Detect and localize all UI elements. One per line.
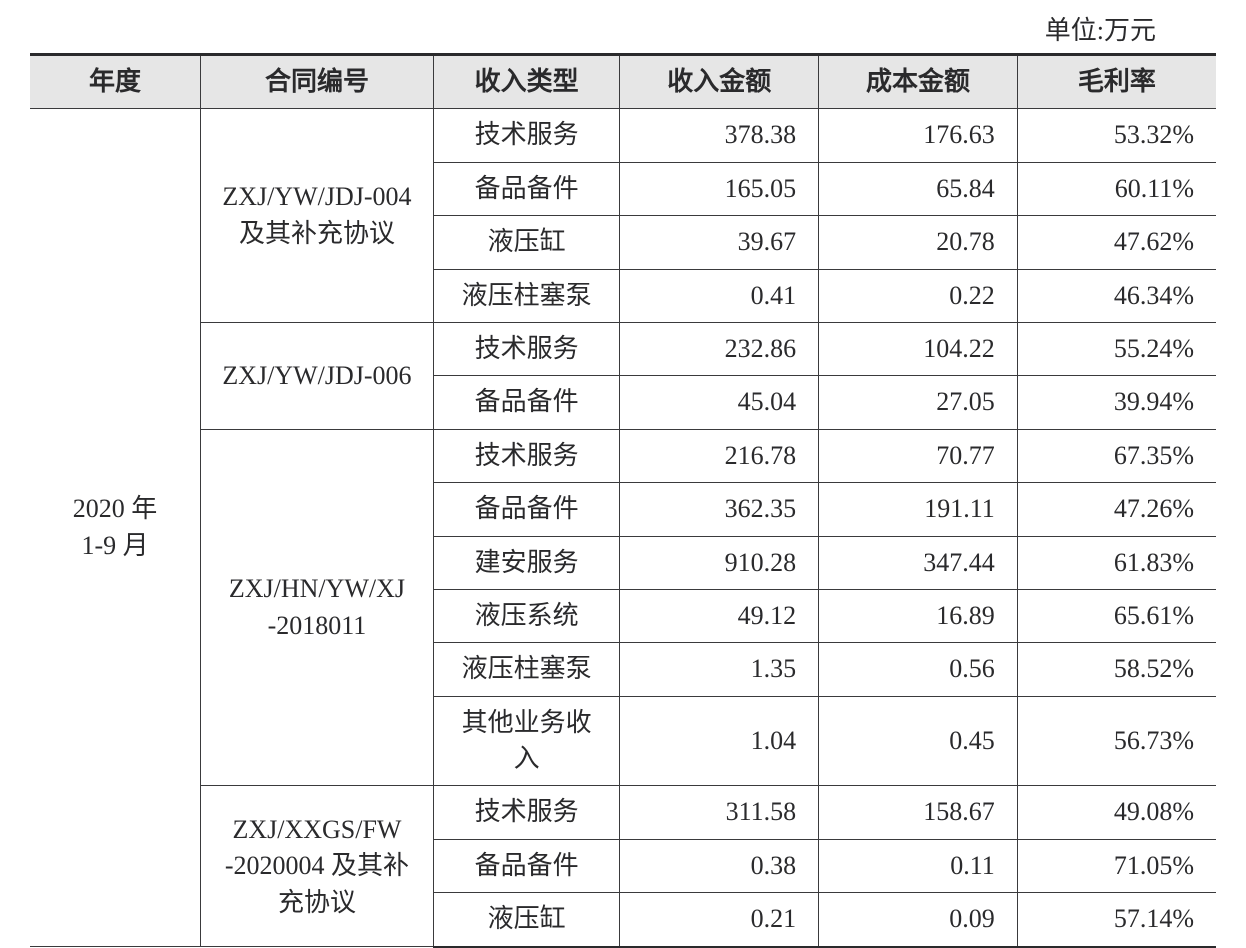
- cost-cell: 191.11: [819, 483, 1018, 536]
- contract-cell: ZXJ/HN/YW/XJ-2018011: [201, 429, 434, 786]
- col-header-cost: 成本金额: [819, 55, 1018, 109]
- col-header-year: 年度: [30, 55, 201, 109]
- table-row: 2020 年1-9 月ZXJ/YW/JDJ-004及其补充协议技术服务378.3…: [30, 109, 1216, 162]
- rev-type-cell: 其他业务收入: [433, 696, 620, 786]
- revenue-cell: 39.67: [620, 216, 819, 269]
- revenue-cell: 0.41: [620, 269, 819, 322]
- cost-cell: 0.56: [819, 643, 1018, 696]
- cost-cell: 20.78: [819, 216, 1018, 269]
- margin-cell: 57.14%: [1017, 893, 1216, 947]
- rev-type-cell: 液压柱塞泵: [433, 269, 620, 322]
- margin-cell: 39.94%: [1017, 376, 1216, 429]
- margin-cell: 46.34%: [1017, 269, 1216, 322]
- cost-cell: 0.09: [819, 893, 1018, 947]
- rev-type-cell: 备品备件: [433, 162, 620, 215]
- table-header-row: 年度 合同编号 收入类型 收入金额 成本金额 毛利率: [30, 55, 1216, 109]
- table-row: ZXJ/YW/JDJ-006技术服务232.86104.2255.24%: [30, 322, 1216, 375]
- table-body: 2020 年1-9 月ZXJ/YW/JDJ-004及其补充协议技术服务378.3…: [30, 109, 1216, 947]
- revenue-cell: 0.21: [620, 893, 819, 947]
- col-header-type: 收入类型: [433, 55, 620, 109]
- revenue-cell: 232.86: [620, 322, 819, 375]
- cost-cell: 70.77: [819, 429, 1018, 482]
- table-row: ZXJ/XXGS/FW-2020004 及其补充协议技术服务311.58158.…: [30, 786, 1216, 839]
- cost-cell: 0.45: [819, 696, 1018, 786]
- margin-cell: 60.11%: [1017, 162, 1216, 215]
- margin-cell: 67.35%: [1017, 429, 1216, 482]
- cost-cell: 158.67: [819, 786, 1018, 839]
- revenue-cell: 165.05: [620, 162, 819, 215]
- rev-type-cell: 液压系统: [433, 589, 620, 642]
- cost-cell: 104.22: [819, 322, 1018, 375]
- margin-cell: 47.62%: [1017, 216, 1216, 269]
- cost-cell: 347.44: [819, 536, 1018, 589]
- revenue-cell: 362.35: [620, 483, 819, 536]
- rev-type-cell: 液压缸: [433, 216, 620, 269]
- table-row: ZXJ/HN/YW/XJ-2018011技术服务216.7870.7767.35…: [30, 429, 1216, 482]
- margin-cell: 65.61%: [1017, 589, 1216, 642]
- rev-type-cell: 备品备件: [433, 839, 620, 892]
- margin-cell: 49.08%: [1017, 786, 1216, 839]
- revenue-cell: 378.38: [620, 109, 819, 162]
- revenue-cell: 910.28: [620, 536, 819, 589]
- rev-type-cell: 液压柱塞泵: [433, 643, 620, 696]
- cost-cell: 176.63: [819, 109, 1018, 162]
- margin-cell: 61.83%: [1017, 536, 1216, 589]
- revenue-cell: 1.04: [620, 696, 819, 786]
- col-header-contract: 合同编号: [201, 55, 434, 109]
- revenue-cell: 0.38: [620, 839, 819, 892]
- margin-cell: 71.05%: [1017, 839, 1216, 892]
- margin-cell: 53.32%: [1017, 109, 1216, 162]
- contract-cell: ZXJ/XXGS/FW-2020004 及其补充协议: [201, 786, 434, 947]
- rev-type-cell: 技术服务: [433, 429, 620, 482]
- revenue-cell: 311.58: [620, 786, 819, 839]
- margin-cell: 58.52%: [1017, 643, 1216, 696]
- rev-type-cell: 备品备件: [433, 483, 620, 536]
- col-header-margin: 毛利率: [1017, 55, 1216, 109]
- revenue-cell: 49.12: [620, 589, 819, 642]
- margin-cell: 47.26%: [1017, 483, 1216, 536]
- unit-label: 单位:万元: [30, 10, 1216, 47]
- margin-cell: 56.73%: [1017, 696, 1216, 786]
- rev-type-cell: 建安服务: [433, 536, 620, 589]
- margin-cell: 55.24%: [1017, 322, 1216, 375]
- cost-cell: 0.22: [819, 269, 1018, 322]
- rev-type-cell: 液压缸: [433, 893, 620, 947]
- financial-table: 年度 合同编号 收入类型 收入金额 成本金额 毛利率 2020 年1-9 月ZX…: [30, 53, 1216, 948]
- cost-cell: 65.84: [819, 162, 1018, 215]
- contract-cell: ZXJ/YW/JDJ-004及其补充协议: [201, 109, 434, 323]
- year-cell: 2020 年1-9 月: [30, 109, 201, 947]
- revenue-cell: 1.35: [620, 643, 819, 696]
- col-header-revenue: 收入金额: [620, 55, 819, 109]
- cost-cell: 16.89: [819, 589, 1018, 642]
- revenue-cell: 45.04: [620, 376, 819, 429]
- cost-cell: 27.05: [819, 376, 1018, 429]
- cost-cell: 0.11: [819, 839, 1018, 892]
- revenue-cell: 216.78: [620, 429, 819, 482]
- rev-type-cell: 技术服务: [433, 786, 620, 839]
- rev-type-cell: 技术服务: [433, 109, 620, 162]
- rev-type-cell: 备品备件: [433, 376, 620, 429]
- rev-type-cell: 技术服务: [433, 322, 620, 375]
- contract-cell: ZXJ/YW/JDJ-006: [201, 322, 434, 429]
